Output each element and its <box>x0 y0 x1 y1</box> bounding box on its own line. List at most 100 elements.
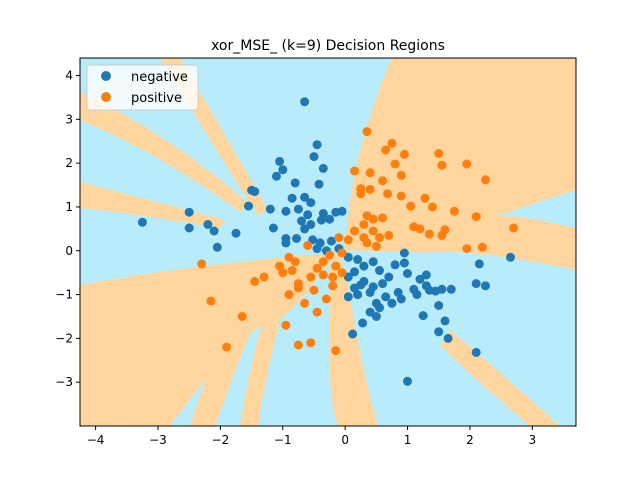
region-positive-upper-left-1 <box>80 92 250 212</box>
point-positive <box>356 189 366 199</box>
point-positive <box>434 149 444 158</box>
point-negative <box>212 242 222 252</box>
point-positive <box>477 242 487 252</box>
plot-frame <box>79 57 577 427</box>
point-negative <box>300 224 310 234</box>
point-negative <box>471 279 481 289</box>
point-positive <box>365 184 375 194</box>
point-negative <box>306 198 316 208</box>
point-positive <box>415 224 425 234</box>
point-negative <box>293 204 303 214</box>
point-positive <box>371 241 381 251</box>
point-positive <box>318 270 328 280</box>
point-positive <box>368 226 378 236</box>
point-negative <box>353 255 363 264</box>
point-negative <box>292 234 301 243</box>
x-tick-label: 1 <box>404 433 412 447</box>
point-negative <box>353 290 363 300</box>
point-positive <box>337 268 347 278</box>
point-negative <box>368 257 378 267</box>
point-positive <box>331 261 341 271</box>
point-positive <box>290 257 300 267</box>
point-negative <box>326 236 336 246</box>
point-negative <box>396 294 406 304</box>
chart-title: xor_MSE_ (k=9) Decision Regions <box>211 38 445 54</box>
legend-label-negative: negative <box>131 70 188 85</box>
point-negative <box>434 301 444 310</box>
point-negative <box>203 220 213 229</box>
point-positive <box>306 272 316 282</box>
point-positive <box>328 281 338 291</box>
point-positive <box>300 298 310 308</box>
point-negative <box>403 269 412 278</box>
point-positive <box>350 226 359 236</box>
legend-box <box>86 64 199 111</box>
point-positive <box>328 272 338 282</box>
point-positive <box>378 213 388 223</box>
point-negative <box>300 192 310 202</box>
point-negative <box>290 178 300 188</box>
point-positive <box>287 266 297 275</box>
point-positive <box>359 220 369 229</box>
point-positive <box>396 170 406 180</box>
y-tick-label: 3 <box>65 112 73 126</box>
point-positive <box>250 276 260 286</box>
point-negative <box>403 376 412 386</box>
point-positive <box>387 138 397 148</box>
x-tick-label: 0 <box>341 433 349 447</box>
point-positive <box>343 235 353 245</box>
region-positive-top-right <box>345 58 576 270</box>
point-positive <box>378 176 388 186</box>
point-negative <box>471 347 481 357</box>
legend: negative positive <box>86 64 199 111</box>
point-negative <box>437 284 447 294</box>
point-negative <box>303 210 313 220</box>
point-negative <box>381 292 391 302</box>
point-positive <box>424 229 434 239</box>
point-positive <box>293 340 303 350</box>
point-negative <box>506 252 515 262</box>
point-positive <box>309 285 319 295</box>
point-negative <box>387 298 397 308</box>
point-positive <box>471 212 481 222</box>
x-tick-label: −3 <box>149 433 167 447</box>
point-negative <box>287 193 297 203</box>
point-positive <box>396 191 406 201</box>
point-positive <box>259 272 269 282</box>
point-positive <box>281 320 291 330</box>
point-positive <box>428 202 437 212</box>
point-negative <box>371 312 381 321</box>
scatter-points <box>137 97 519 386</box>
point-negative <box>272 171 281 181</box>
y-tick-label: −3 <box>55 375 73 389</box>
point-negative <box>443 333 453 343</box>
point-negative <box>265 204 275 214</box>
x-tick-label: 3 <box>529 433 537 447</box>
point-positive <box>449 206 459 216</box>
point-negative <box>281 206 291 216</box>
y-tick-label: −1 <box>55 288 73 302</box>
point-negative <box>137 217 147 227</box>
point-positive <box>312 307 322 317</box>
point-negative <box>325 214 335 224</box>
region-positive-top-right-wedge <box>420 85 576 252</box>
point-positive <box>437 230 447 240</box>
point-positive <box>350 166 359 176</box>
point-positive <box>509 223 519 233</box>
point-negative <box>415 274 425 284</box>
legend-marker-negative <box>101 71 111 81</box>
point-positive <box>275 261 285 271</box>
point-positive <box>381 145 391 155</box>
point-negative <box>343 272 353 282</box>
point-positive <box>306 338 316 348</box>
point-negative <box>314 179 324 189</box>
point-negative <box>209 226 219 236</box>
point-negative <box>343 252 353 262</box>
point-positive <box>303 241 313 250</box>
point-negative <box>184 207 194 217</box>
point-negative <box>434 327 444 337</box>
x-axis: −4 −3 −2 −1 0 1 2 3 <box>87 426 536 447</box>
point-negative <box>440 316 450 326</box>
x-tick-label: −2 <box>212 433 230 447</box>
point-negative <box>278 165 288 175</box>
